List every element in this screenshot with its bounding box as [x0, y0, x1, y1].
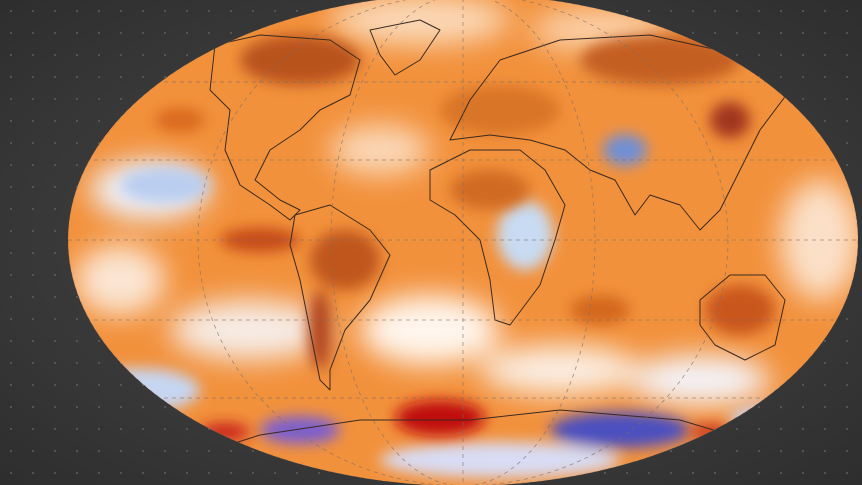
- graticule: [68, 0, 858, 485]
- warm-areas: [155, 35, 775, 441]
- anomaly-map: [68, 0, 858, 485]
- coastlines: [149, 19, 791, 471]
- eurasia: [449, 34, 791, 231]
- australia: [699, 274, 786, 361]
- cool-areas: [80, 134, 810, 478]
- africa: [429, 149, 566, 326]
- south-america: [289, 204, 391, 391]
- greenland: [369, 19, 441, 76]
- north-america: [209, 34, 361, 221]
- antarctica: [149, 409, 781, 471]
